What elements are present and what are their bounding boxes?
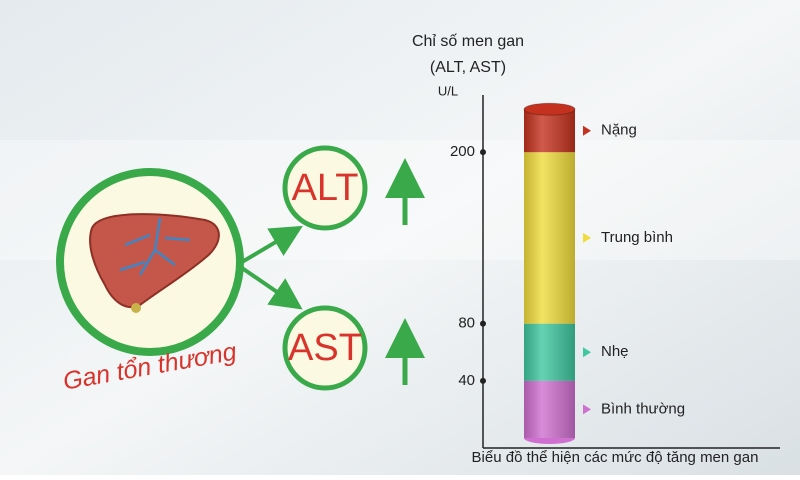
y-tick	[480, 377, 486, 384]
legend-marker	[583, 404, 591, 415]
chart-subtitle: (ALT, AST)	[430, 59, 506, 76]
liver	[89, 213, 220, 308]
node-circle	[282, 145, 368, 231]
y-tick-label: 40	[458, 372, 475, 389]
bar-shade	[524, 380, 575, 438]
y-tick	[480, 320, 486, 327]
cylinder-top	[523, 102, 576, 116]
legend-marker	[583, 347, 591, 358]
bar-shade	[524, 323, 575, 381]
bar-shade	[524, 109, 575, 153]
chart-title: Chỉ số men gan	[412, 33, 524, 50]
node-label: ALT	[292, 167, 359, 209]
legend-marker	[583, 232, 591, 243]
connector-arrow	[240, 266, 303, 310]
y-axis-label: U/L	[438, 83, 458, 98]
legend-label: Nhẹ	[601, 343, 629, 360]
y-tick-label: 80	[458, 315, 475, 332]
legend-label: Trung bình	[601, 229, 673, 246]
legend-label: Bình thường	[601, 400, 685, 417]
node-label: AST	[288, 327, 362, 369]
y-tick-label: 200	[450, 143, 475, 160]
legend-label: Nặng	[601, 122, 637, 139]
liver-vessels	[119, 217, 191, 276]
y-tick	[480, 149, 486, 156]
legend-marker	[583, 125, 591, 136]
node-circle	[282, 305, 368, 391]
x-axis-label: Biểu đồ thể hiện các mức độ tăng men gan	[472, 449, 759, 466]
connector-arrow	[240, 225, 303, 264]
gallbladder	[131, 303, 141, 313]
bar-shade	[524, 152, 575, 324]
